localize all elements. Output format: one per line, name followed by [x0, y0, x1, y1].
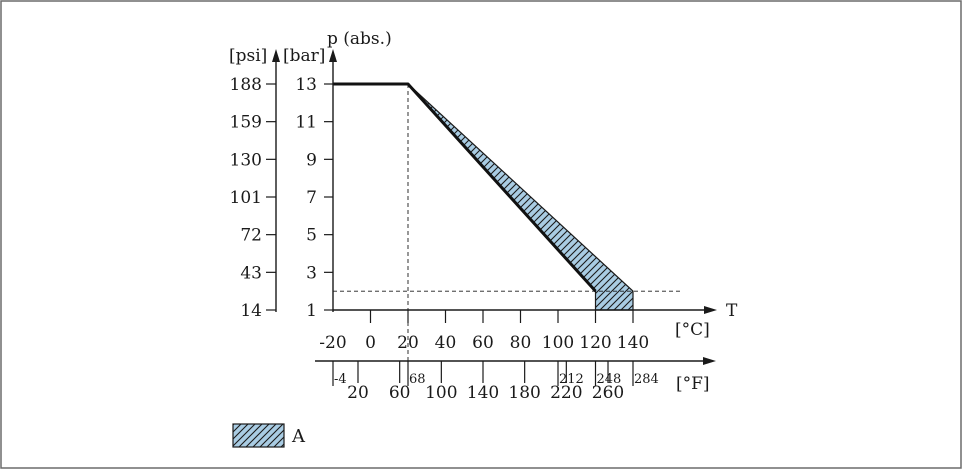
celsius-tick-label: 140 [617, 333, 649, 353]
fahrenheit-lower-tick-label: 60 [389, 383, 411, 403]
psi-tick-label: 101 [230, 188, 262, 208]
legend-label-a: A [291, 426, 306, 447]
fahrenheit-upper-tick-label: -4 [334, 372, 347, 387]
celsius-axis-arrow [704, 306, 717, 314]
celsius-tick-label: 0 [365, 333, 376, 353]
celsius-tick-label: 80 [510, 333, 532, 353]
fahrenheit-lower-tick-label: 20 [347, 383, 369, 403]
bar-tick-label: 11 [295, 113, 317, 133]
celsius-tick-label: 60 [472, 333, 494, 353]
bar-tick-label: 9 [306, 150, 317, 170]
fahrenheit-upper-tick-label: 68 [409, 372, 426, 387]
pressure-curve [333, 82, 597, 293]
legend-swatch-hatch [232, 423, 285, 448]
bar-tick-label: 3 [306, 263, 317, 283]
temperature-symbol: T [726, 301, 738, 321]
bar-tick-label: 13 [295, 75, 317, 95]
bar-tick-label: 7 [306, 188, 317, 208]
celsius-unit-label: [°C] [675, 320, 710, 340]
fahrenheit-upper-tick-label: 248 [597, 372, 622, 387]
bar-tick-label: 5 [306, 226, 317, 246]
psi-tick-label: 43 [240, 263, 262, 283]
tick-layer: 13 188 11 159 9 130 7 101 5 72 3 43 1 14 -20 0 20 40 60 80 1… [230, 75, 659, 403]
fahrenheit-upper-tick-label: 284 [634, 372, 659, 387]
psi-tick-label: 130 [230, 150, 262, 170]
fahrenheit-lower-tick-label: 100 [425, 383, 457, 403]
region-a-hatch [407, 83, 634, 311]
fahrenheit-lower-tick-label: 140 [467, 383, 499, 403]
fahrenheit-lower-tick-label: 220 [550, 383, 582, 403]
fahrenheit-upper-tick-label: 212 [559, 372, 584, 387]
psi-tick-label: 14 [240, 301, 262, 321]
pressure-axis-title: p (abs.) [327, 29, 392, 49]
celsius-tick-label: -20 [319, 333, 346, 353]
celsius-tick-label: 40 [435, 333, 457, 353]
psi-tick-label: 188 [230, 75, 262, 95]
bar-unit-label: [bar] [283, 46, 325, 66]
psi-unit-label: [psi] [229, 46, 267, 66]
psi-tick-label: 159 [230, 113, 262, 133]
psi-tick-label: 72 [240, 226, 262, 246]
fahrenheit-lower-tick-label: 180 [508, 383, 540, 403]
bar-axis-arrow [329, 49, 337, 62]
fahrenheit-axis-arrow [703, 357, 716, 365]
psi-axis-arrow [272, 49, 280, 62]
celsius-tick-label: 20 [397, 333, 419, 353]
bar-tick-label: 1 [306, 301, 317, 321]
celsius-tick-label: 120 [579, 333, 611, 353]
fahrenheit-unit-label: [°F] [676, 374, 710, 394]
celsius-tick-label: 100 [542, 333, 574, 353]
fahrenheit-lower-tick-label: 260 [592, 383, 624, 403]
